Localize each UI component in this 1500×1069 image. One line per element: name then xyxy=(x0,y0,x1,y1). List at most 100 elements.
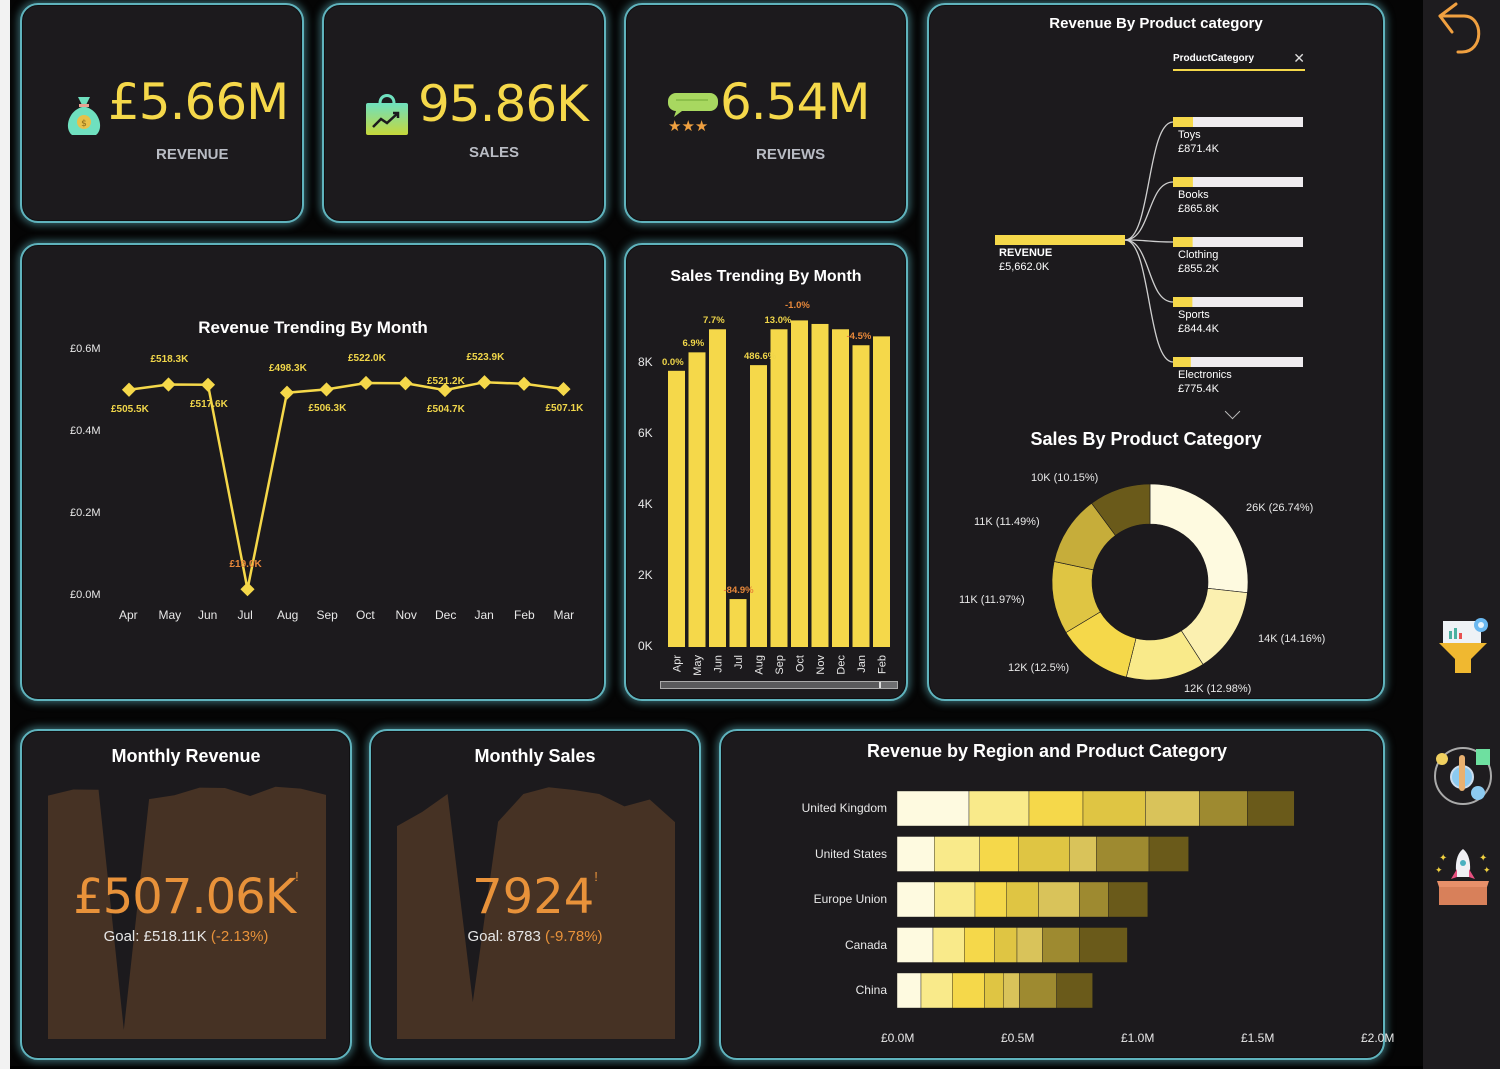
bar-segment-europe-union-3[interactable] xyxy=(974,881,1007,918)
y-tick-label: 0K xyxy=(638,639,653,653)
bar-Apr[interactable] xyxy=(668,370,685,647)
data-label: £498.3K xyxy=(269,362,307,374)
data-point-Sep[interactable] xyxy=(319,382,334,397)
bar-segment-china-5[interactable] xyxy=(1003,972,1020,1009)
data-point-Apr[interactable] xyxy=(121,382,137,397)
kpi-label: SALES xyxy=(469,144,520,161)
link xyxy=(1124,121,1174,241)
bar-segment-canada-5[interactable] xyxy=(1016,927,1043,963)
y-tick-label: United Kingdom xyxy=(801,801,887,815)
bar-Oct[interactable] xyxy=(791,320,808,647)
bar-May[interactable] xyxy=(688,352,706,647)
bar-segment-united-kingdom-3[interactable] xyxy=(1028,790,1084,827)
sales-by-category-donut[interactable]: 26K (26.74%) 14K (14.16%) 12K (12.98%) 12K … xyxy=(929,5,1387,703)
bar-segment-united-kingdom-2[interactable] xyxy=(968,790,1030,827)
region-category-chart[interactable]: United Kingdom United States Europe Union C… xyxy=(721,731,1394,1062)
close-icon[interactable]: ✕ xyxy=(1293,50,1305,66)
bar-Aug[interactable] xyxy=(750,365,767,647)
bar-segment-united-kingdom-5[interactable] xyxy=(1145,790,1200,827)
bar-segment-canada-3[interactable] xyxy=(963,927,995,963)
rocket-box-icon[interactable]: ✦ ✦ ✦ ✦ xyxy=(1433,845,1493,907)
bar-segment-europe-union-4[interactable] xyxy=(1006,881,1039,918)
data-point-Jun[interactable] xyxy=(200,377,216,392)
node-bar-bg[interactable] xyxy=(1173,177,1303,187)
bar-Jul[interactable] xyxy=(729,599,747,647)
data-label: £517.6K xyxy=(190,398,228,410)
node-bar-books[interactable] xyxy=(1173,177,1193,187)
donut-slice-7[interactable] xyxy=(1091,483,1151,536)
back-arrow-icon[interactable] xyxy=(1434,2,1484,54)
bar-segment-china-4[interactable] xyxy=(984,972,1005,1009)
bar-segment-china-7[interactable] xyxy=(1056,972,1093,1009)
slice-label: 14K (14.16%) xyxy=(1258,633,1326,645)
kpi-value: 6.54M xyxy=(720,73,870,131)
node-bar-bg[interactable] xyxy=(1173,117,1303,127)
bar-segment-united-states-4[interactable] xyxy=(1018,836,1071,872)
bar-segment-europe-union-6[interactable] xyxy=(1079,881,1109,918)
bar-segment-europe-union-7[interactable] xyxy=(1108,881,1149,918)
bar-segment-united-states-5[interactable] xyxy=(1069,836,1097,872)
bar-segment-canada-4[interactable] xyxy=(994,927,1018,963)
bar-Sep[interactable] xyxy=(770,329,788,647)
data-point-Jan[interactable] xyxy=(477,375,492,390)
donut-slice-1[interactable] xyxy=(1149,483,1249,594)
bar-segment-united-states-2[interactable] xyxy=(933,836,980,872)
bar-Jun[interactable] xyxy=(709,329,726,647)
horizontal-scrollbar[interactable] xyxy=(660,681,898,689)
revenue-trend-chart[interactable]: £0.0M £0.2M £0.4M £0.6M Apr May Jun Jul Aug Sep Oc… xyxy=(22,245,608,703)
x-tick-label: Aug xyxy=(277,608,299,622)
kpi-value-row: £507.06K! xyxy=(22,869,350,925)
sales-trend-chart[interactable]: 0K 2K 4K 6K 8K Apr May Jun Jul Aug Sep Oct Nov Dec Jan… xyxy=(626,245,910,703)
bar-segment-united-kingdom-4[interactable] xyxy=(1082,790,1146,827)
x-tick-label: Jul xyxy=(733,655,745,669)
bar-segment-europe-union-2[interactable] xyxy=(933,881,976,918)
x-tick-label: Jun xyxy=(713,655,725,673)
node-bar-bg[interactable] xyxy=(1173,237,1303,247)
node-bar-sports[interactable] xyxy=(1173,297,1193,307)
bar-segment-canada-6[interactable] xyxy=(1042,927,1080,963)
node-bar-toys[interactable] xyxy=(1173,117,1194,127)
bar-Nov[interactable] xyxy=(811,323,829,647)
data-point-Nov[interactable] xyxy=(398,376,413,391)
bar-segment-china-2[interactable] xyxy=(920,972,953,1009)
bar-segment-china-3[interactable] xyxy=(951,972,985,1009)
svg-text:✦: ✦ xyxy=(1483,865,1491,875)
slice-label: 10K (10.15%) xyxy=(1031,472,1099,484)
node-bar-bg[interactable] xyxy=(1173,357,1303,367)
bar-segment-united-states-3[interactable] xyxy=(979,836,1019,872)
bar-segment-united-states-1[interactable] xyxy=(896,836,935,872)
bar-segment-united-states-6[interactable] xyxy=(1096,836,1150,872)
bar-segment-canada-7[interactable] xyxy=(1079,927,1128,963)
data-point-Jul[interactable] xyxy=(240,582,255,597)
root-label: REVENUE xyxy=(999,247,1053,259)
filter-chip[interactable]: ProductCategory ✕ xyxy=(1173,50,1305,71)
bar-segment-united-kingdom-7[interactable] xyxy=(1247,790,1295,827)
data-point-May[interactable] xyxy=(161,377,176,392)
bar-segment-canada-1[interactable] xyxy=(896,927,934,963)
scrollbar-thumb[interactable] xyxy=(661,682,881,688)
node-bar-bg[interactable] xyxy=(1173,297,1303,307)
bar-segment-europe-union-1[interactable] xyxy=(896,881,935,918)
bar-segment-china-6[interactable] xyxy=(1019,972,1057,1009)
data-point-Aug[interactable] xyxy=(279,385,295,400)
bar-segment-europe-union-5[interactable] xyxy=(1038,881,1080,918)
bar-Feb[interactable] xyxy=(873,336,890,647)
bar-segment-china-1[interactable] xyxy=(896,972,922,1009)
bar-segment-united-states-7[interactable] xyxy=(1148,836,1189,872)
bar-Dec[interactable] xyxy=(832,329,849,647)
data-point-Oct[interactable] xyxy=(358,375,374,391)
bar-segment-united-kingdom-1[interactable] xyxy=(896,790,970,827)
funnel-report-icon[interactable] xyxy=(1437,617,1493,675)
bar-segment-canada-2[interactable] xyxy=(932,927,965,963)
node-bar-electronics[interactable] xyxy=(1173,357,1191,367)
data-label: £19.0K xyxy=(229,559,262,571)
data-point-Mar[interactable] xyxy=(556,382,571,397)
root-bar[interactable] xyxy=(995,235,1125,245)
bar-segment-united-kingdom-6[interactable] xyxy=(1199,790,1248,827)
y-tick-label: £0.2M xyxy=(70,507,101,519)
data-point-Dec[interactable] xyxy=(437,383,453,398)
node-bar-clothing[interactable] xyxy=(1173,237,1193,247)
magnifier-gear-icon[interactable] xyxy=(1432,745,1494,807)
data-point-Feb[interactable] xyxy=(516,376,532,391)
bar-Jan[interactable] xyxy=(852,345,870,647)
